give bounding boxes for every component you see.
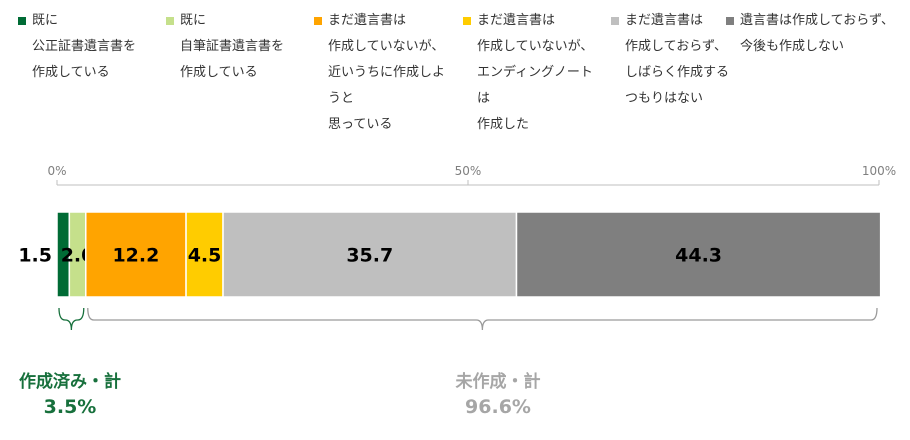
legend-label: 既に 公正証書遺言書を 作成している [32,13,137,80]
bar-segment [222,211,518,298]
summary-label: 作成済み・計 [19,372,121,392]
summary-group: 未作成・計 96.6% [418,370,578,420]
summary-value: 3.5% [43,396,97,418]
summary-brace [87,307,878,331]
legend-swatch [314,17,322,25]
x-tick-label: 50% [455,164,482,178]
x-tick-label: 100% [862,164,896,178]
legend-label: まだ遺言書は 作成していないが、 エンディングノートは 作成した [477,13,594,132]
legend-swatch [726,17,734,25]
summary-brace [58,307,85,331]
bar-segment [85,211,187,298]
bar-segment [515,211,882,298]
data-label: 1.5 [18,245,52,267]
x-tick-label: 0% [47,164,66,178]
legend-label: まだ遺言書は 作成しておらず、 しばらく作成する つもりはない [625,13,730,106]
data-label: 4.5 [188,245,222,267]
legend-swatch [463,17,471,25]
data-label: 12.2 [112,245,159,267]
legend-label: 既に 自筆証書遺言書を 作成している [180,13,285,80]
legend-label: 遺言書は作成しておらず、 今後も作成しない [740,13,895,54]
data-label: 44.3 [675,245,722,267]
legend-swatch [611,17,619,25]
summary-label: 未作成・計 [455,372,541,392]
legend-label: まだ遺言書は 作成していないが、 近いうちに作成しようと 思っている [328,13,446,132]
summary-value: 96.6% [465,396,531,418]
legend-swatch [166,17,174,25]
bar-segment [185,211,224,298]
summary-group: 作成済み・計 3.5% [0,370,150,420]
data-label: 35.7 [346,245,393,267]
legend-swatch [18,17,26,25]
